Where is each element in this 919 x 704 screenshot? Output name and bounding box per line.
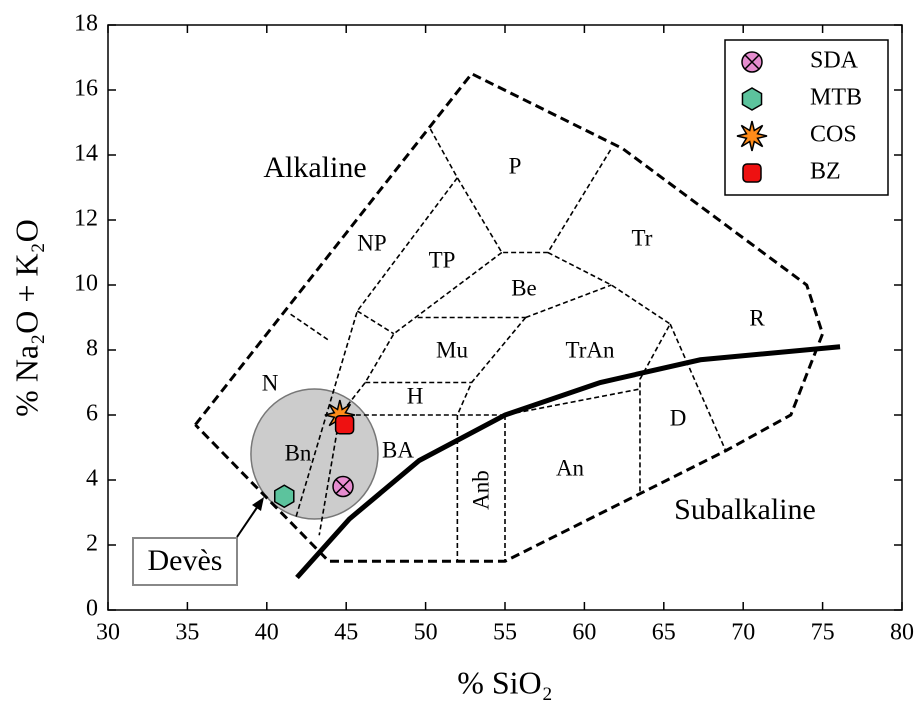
marker-shape (334, 415, 355, 435)
x-tick-label: 40 (255, 620, 279, 646)
x-tick-label: 50 (414, 620, 438, 646)
y-tick-label: 18 (74, 11, 98, 37)
x-tick-label: 35 (175, 620, 199, 646)
alkaline-divider (295, 344, 841, 580)
marker (334, 415, 355, 435)
field-boundary (525, 284, 612, 319)
marker (332, 475, 354, 498)
marker-cross (744, 54, 760, 70)
annotation: Subalkaline (674, 493, 816, 526)
field-label: Bn (285, 440, 312, 465)
marker (273, 484, 295, 509)
legend-label: COS (810, 122, 857, 148)
field-label: An (556, 455, 585, 480)
y-tick-label: 12 (74, 206, 98, 232)
x-tick-label: 70 (731, 620, 755, 646)
annotation: Alkaline (263, 151, 366, 184)
y-tick-label: 16 (74, 76, 98, 102)
arrow-head (252, 497, 264, 511)
field-label: Tr (632, 225, 653, 250)
region-label-box (132, 537, 238, 586)
field-label: P (509, 153, 522, 178)
field-boundary (339, 388, 641, 416)
y-tick-label: 14 (74, 141, 98, 167)
x-tick-label: 65 (652, 620, 676, 646)
marker-shape (742, 163, 762, 183)
field-boundary (356, 310, 395, 335)
field-label: H (407, 383, 424, 408)
region-label: Devès (148, 544, 223, 577)
field-label: Be (511, 275, 537, 300)
legend-marker (736, 120, 768, 152)
x-tick-label: 55 (493, 620, 517, 646)
field-label: Anb (468, 470, 493, 510)
field-boundary (547, 251, 672, 493)
field-boundary (456, 316, 527, 416)
field-boundary (290, 313, 330, 341)
y-tick-label: 6 (86, 401, 98, 427)
field-label: BA (382, 437, 414, 462)
legend-marker (741, 87, 763, 111)
field-outline (194, 71, 825, 563)
x-tick-label: 30 (96, 620, 120, 646)
legend-label: SDA (810, 48, 859, 74)
y-tick-label: 8 (86, 336, 98, 362)
y-tick-label: 4 (86, 466, 98, 492)
field-label: N (262, 370, 279, 395)
legend-marker (742, 163, 762, 183)
x-axis-title: % SiO₂ (457, 664, 553, 700)
field-label: R (749, 305, 765, 330)
field-label: NP (357, 230, 386, 255)
marker-shape (273, 484, 295, 509)
x-tick-label: 45 (334, 620, 358, 646)
field-label: D (670, 405, 687, 430)
y-axis-title: % Na₂O + K₂O (8, 219, 44, 417)
legend-label: BZ (810, 159, 841, 185)
legend-label: MTB (810, 85, 862, 111)
field-boundary (318, 251, 503, 536)
field-label: Mu (436, 337, 468, 362)
field-label: TrAn (565, 337, 615, 362)
legend-marker (741, 51, 763, 73)
x-tick-label: 75 (811, 620, 835, 646)
arrow (236, 505, 259, 538)
field-boundary (429, 128, 613, 254)
y-tick-label: 10 (74, 271, 98, 297)
marker-cross (335, 478, 351, 495)
x-tick-label: 80 (890, 620, 914, 646)
x-tick-label: 60 (572, 620, 596, 646)
marker-shape (741, 87, 763, 111)
field-boundary (669, 323, 727, 452)
marker-shape (736, 120, 768, 152)
y-tick-label: 2 (86, 531, 98, 557)
field-label: TP (429, 247, 456, 272)
y-tick-label: 0 (86, 596, 98, 622)
